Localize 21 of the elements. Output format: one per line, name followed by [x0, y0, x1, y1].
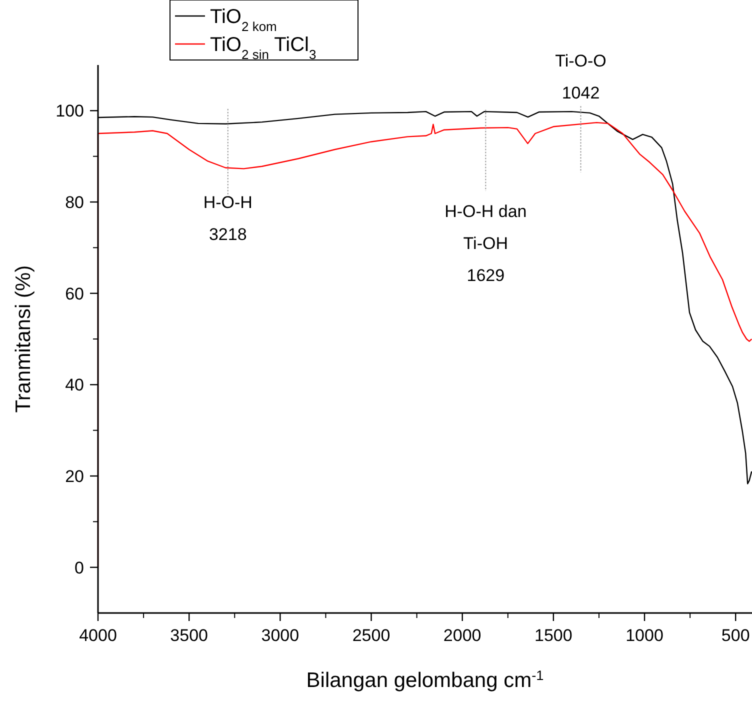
- y-tick-label: 0: [74, 558, 84, 578]
- y-tick-label: 100: [56, 102, 84, 121]
- x-tick-label: 1500: [534, 626, 572, 645]
- annotation: H-O-H 3218: [203, 193, 252, 244]
- x-tick-label: 2000: [443, 626, 482, 645]
- legend-label: TiO$_{2 sin}$ TiCl$_{3}$: [210, 34, 316, 62]
- y-axis-title: Tranmitansi (%): [12, 265, 35, 413]
- x-tick-label: 3000: [261, 626, 300, 645]
- y-tick-label: 60: [65, 284, 84, 304]
- legend-label: TiO$_{2 kom}$: [210, 6, 277, 34]
- y-tick-label: 80: [65, 193, 84, 212]
- x-tick-label: 1000: [626, 626, 664, 645]
- x-tick-label: 3500: [170, 626, 208, 645]
- y-tick-label: 20: [65, 467, 84, 486]
- x-tick-label: 2500: [352, 626, 390, 645]
- annotation: Ti-O-O 1042: [555, 51, 606, 102]
- y-tick-label: 40: [65, 376, 84, 395]
- annotation: H-O-H dan Ti-OH 1629: [444, 202, 527, 286]
- x-tick-label: 4000: [79, 626, 117, 645]
- x-axis-title: Bilangan gelombang cm$^{-1}$: [306, 668, 544, 692]
- x-tick-label: 500: [721, 626, 750, 645]
